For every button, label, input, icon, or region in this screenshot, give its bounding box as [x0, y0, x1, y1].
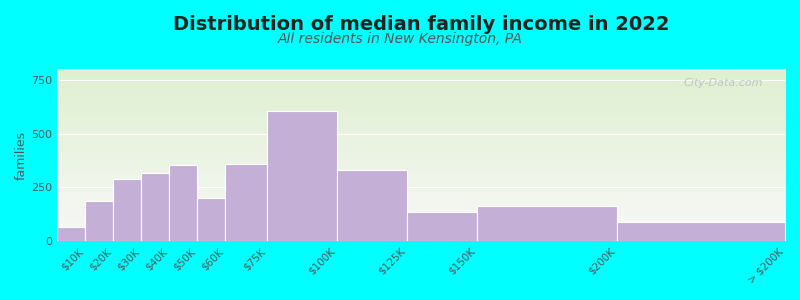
Text: All residents in New Kensington, PA: All residents in New Kensington, PA — [278, 32, 522, 46]
Bar — [225, 164, 267, 241]
Bar — [337, 170, 407, 241]
Bar — [477, 206, 617, 241]
Title: Distribution of median family income in 2022: Distribution of median family income in … — [173, 15, 669, 34]
Bar — [141, 173, 169, 241]
Bar — [197, 198, 225, 241]
Bar — [617, 222, 785, 241]
Bar — [57, 227, 85, 241]
Text: City-Data.com: City-Data.com — [684, 77, 763, 88]
Bar — [85, 201, 113, 241]
Bar — [267, 111, 337, 241]
Bar — [169, 165, 197, 241]
Bar — [113, 179, 141, 241]
Y-axis label: families: families — [15, 130, 28, 180]
Bar — [407, 212, 477, 241]
